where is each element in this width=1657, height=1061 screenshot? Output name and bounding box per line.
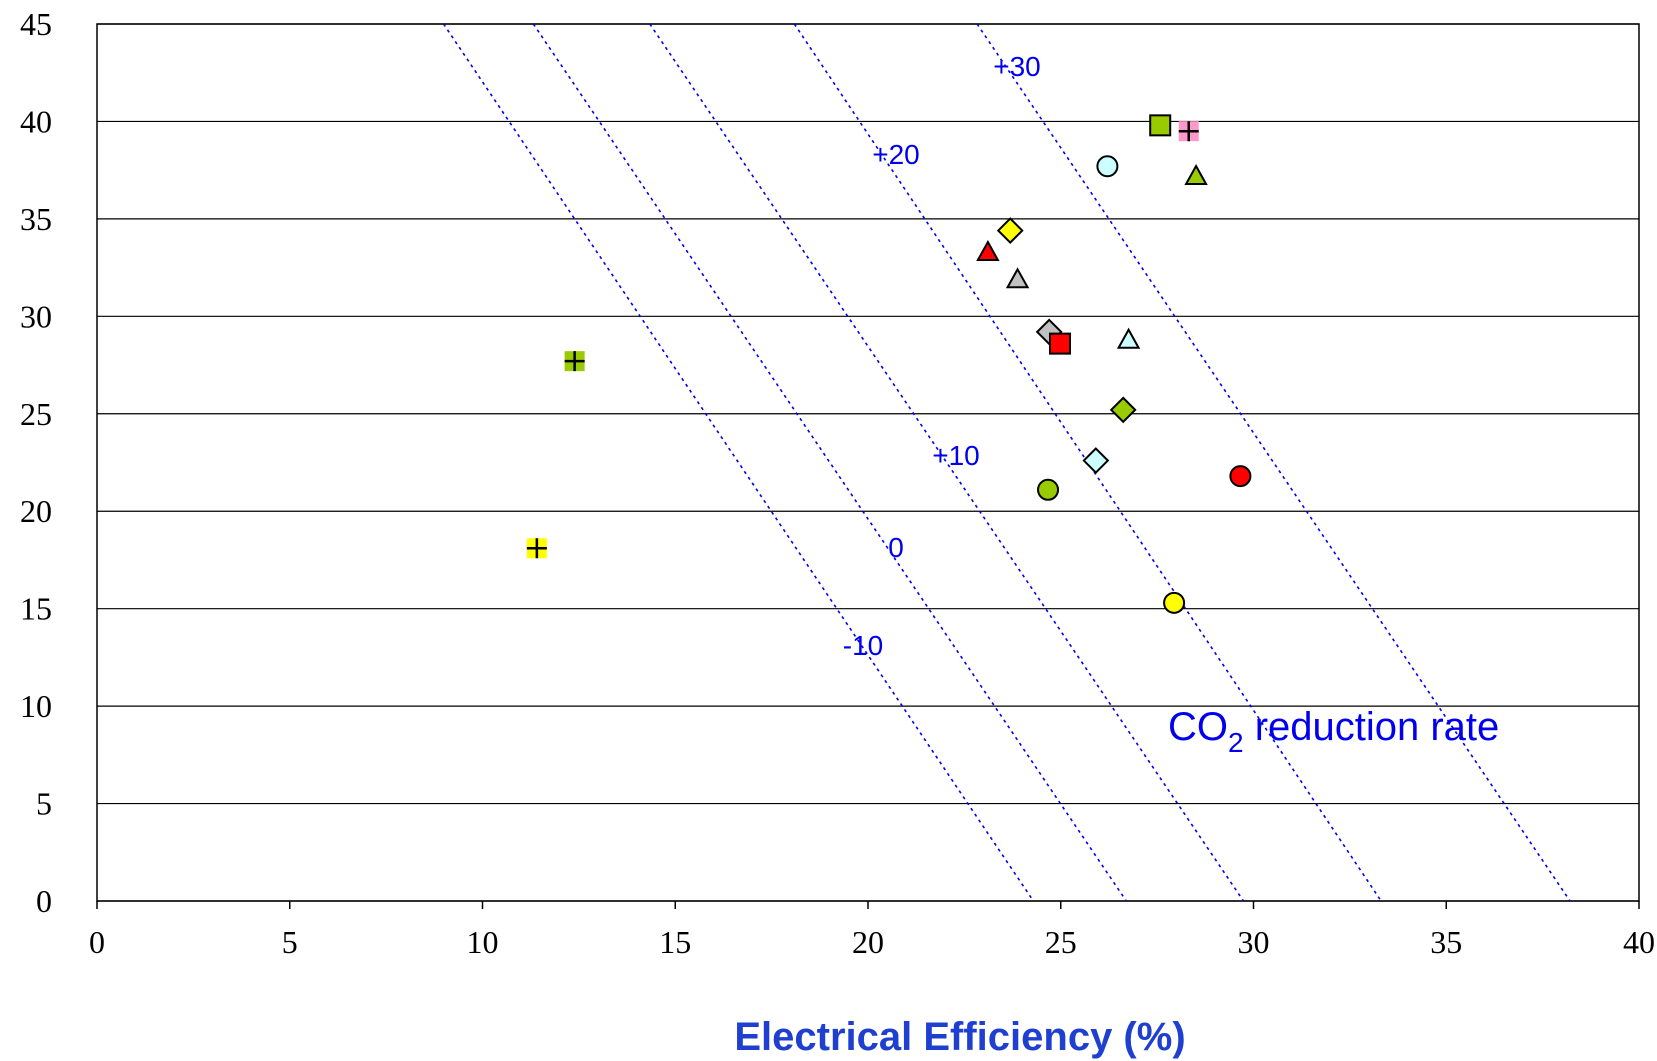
x-tick-label: 40 [1623, 924, 1655, 960]
x-axis-title: Electrical Efficiency (%) [734, 1015, 1185, 1059]
y-tick-label: 5 [36, 786, 52, 822]
point [1149, 114, 1172, 137]
x-tick-label: 0 [89, 924, 105, 960]
isoline-label: +30 [993, 51, 1041, 82]
y-tick-label: 0 [36, 883, 52, 919]
point [1116, 327, 1141, 349]
point [1005, 267, 1030, 289]
y-tick-label: 15 [20, 591, 52, 627]
point [976, 239, 1000, 262]
x-tick-label: 20 [852, 924, 884, 960]
y-tick-label: 35 [20, 201, 52, 237]
isoline-label: +10 [932, 440, 980, 471]
annotation-text: CO [1168, 705, 1228, 749]
annotation-subscript: 2 [1228, 727, 1244, 758]
x-tick-label: 35 [1430, 924, 1462, 960]
isoline-label: +20 [872, 139, 920, 170]
isoline-label: -10 [843, 630, 883, 661]
point [1184, 163, 1208, 186]
y-tick-label: 20 [20, 493, 52, 529]
x-tick-label: 25 [1045, 924, 1077, 960]
annotation: CO2 reduction rate [1168, 705, 1499, 758]
y-tick-label: 45 [20, 6, 52, 42]
point [1082, 447, 1110, 474]
isoline-label: 0 [888, 532, 904, 563]
point [1037, 478, 1060, 501]
x-tick-label: 10 [467, 924, 499, 960]
point [1048, 332, 1071, 355]
annotation-rest: reduction rate [1244, 705, 1500, 749]
isoline [442, 23, 1035, 902]
point-cross [564, 351, 585, 372]
point [1096, 155, 1119, 178]
point-cross [1178, 121, 1199, 142]
x-tick-label: 30 [1238, 924, 1270, 960]
point [526, 538, 547, 559]
point-cross [526, 538, 547, 559]
isoline [976, 23, 1571, 902]
point [1229, 465, 1252, 488]
point [1163, 591, 1186, 614]
point [1178, 121, 1199, 142]
x-tick-label: 5 [282, 924, 298, 960]
x-tick-label: 15 [659, 924, 691, 960]
isoline [649, 23, 1245, 902]
y-tick-label: 10 [20, 688, 52, 724]
y-tick-label: 30 [20, 298, 52, 334]
y-tick-label: 40 [20, 103, 52, 139]
isoline [532, 23, 1127, 902]
point [564, 351, 585, 372]
y-tick-label: 25 [20, 396, 52, 432]
point [1109, 396, 1137, 424]
point [996, 217, 1024, 244]
plot-frame [96, 23, 1640, 902]
